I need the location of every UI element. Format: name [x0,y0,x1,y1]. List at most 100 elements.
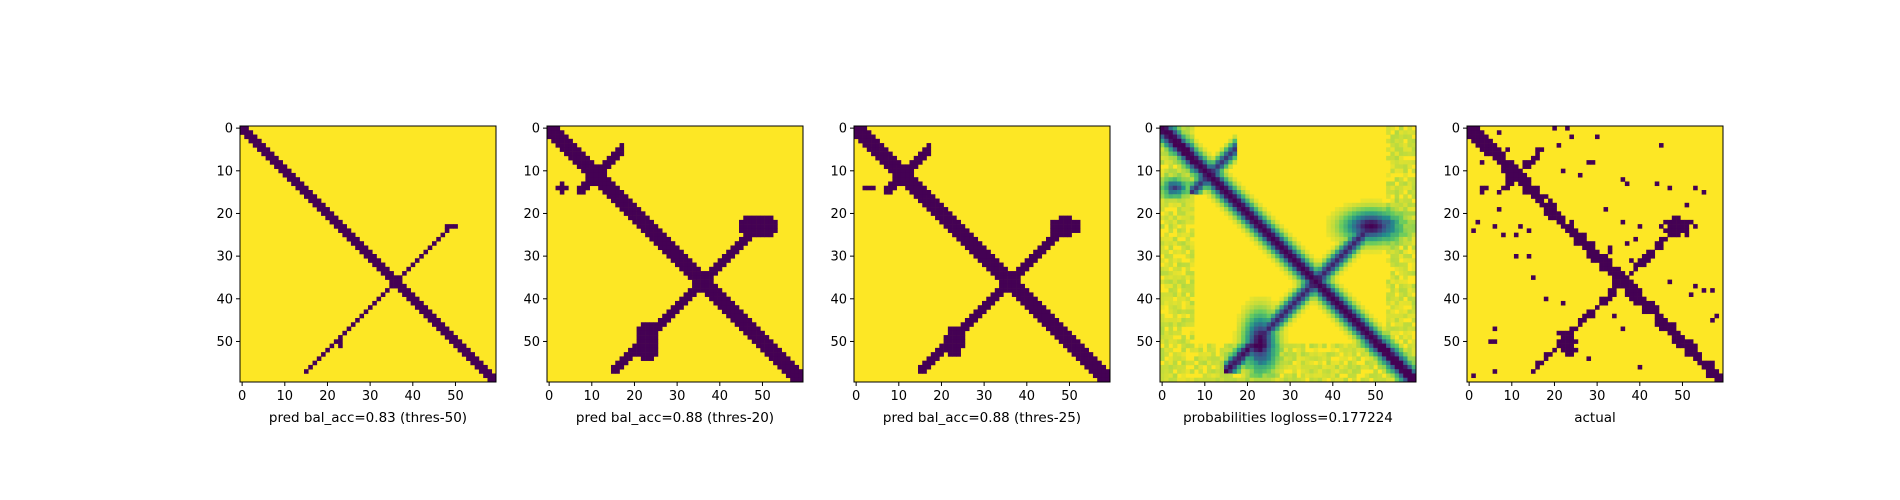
heatmap-cell [1185,207,1191,212]
heatmap-cell [1058,335,1064,340]
heatmap-cell [1394,360,1400,366]
heatmap-cell [1160,347,1165,353]
heatmap-cell [1543,211,1549,216]
heatmap-cell [1676,232,1681,238]
heatmap-cell [1334,360,1340,366]
heatmap-cell [696,288,701,293]
heatmap-cell [1215,373,1221,379]
heatmap-cell [1160,143,1165,148]
heatmap-cell [1475,143,1481,148]
heatmap-cell [922,147,927,152]
heatmap-cell [1317,296,1323,302]
x-tick-label: 40 [1019,389,1036,404]
heatmap-cells [854,126,1111,383]
heatmap-cell [1398,300,1404,306]
heatmap-cell [734,305,740,310]
heatmap-cell [1275,360,1280,366]
heatmap-cell [1629,296,1634,302]
heatmap-cell [956,339,961,344]
heatmap-cell [615,198,620,204]
heatmap-cell [649,335,654,340]
heatmap-cell [1241,352,1246,357]
heatmap-cell [1641,262,1647,268]
heatmap-cell [1582,232,1587,238]
heatmap-cell [1313,369,1319,374]
heatmap-cell [1688,343,1694,349]
heatmap-cell [1492,326,1498,332]
heatmap-cell [730,254,736,259]
heatmap-cell [1279,330,1285,336]
heatmap-cell [1326,228,1331,233]
heatmap-cell [1258,215,1263,221]
heatmap-cell [1398,228,1404,233]
heatmap-cell [1084,360,1089,366]
heatmap-cell [423,305,429,310]
heatmap-cell [704,283,710,289]
heatmap-cell [1411,202,1417,208]
heatmap-cell [1535,360,1540,366]
heatmap-cell [363,245,369,251]
heatmap-cell [649,322,654,327]
heatmap-cell [1219,147,1225,152]
heatmap-cell [1607,262,1613,268]
heatmap-cell [1659,322,1664,327]
heatmap-cell [1275,258,1280,263]
x-tick-label: 50 [1367,389,1384,404]
heatmap-cell [1334,279,1340,285]
heatmap-cell [1411,130,1417,135]
heatmap-cell [935,211,940,216]
heatmap-cell [1046,309,1051,315]
heatmap-cell [329,211,335,216]
heatmap-cell [1403,283,1408,289]
heatmap-cell [419,300,424,306]
heatmap-cell [1595,254,1600,259]
heatmap-cell [1168,151,1174,157]
heatmap-cell [1607,271,1613,276]
heatmap-cell [1185,262,1191,268]
heatmap-cell [432,241,437,246]
heatmap-cell [470,360,475,366]
heatmap-cell [726,313,731,319]
heatmap-cell [1360,232,1366,238]
heatmap-cell [1509,181,1515,187]
heatmap-cell [423,313,429,319]
heatmap-cell [1343,356,1349,361]
heatmap-cell [282,164,288,169]
heatmap-cell [1352,258,1357,263]
heatmap-cell [1270,300,1276,306]
heatmap-cell [1279,326,1285,332]
heatmap-cell [1339,219,1344,225]
heatmap-cell [1565,330,1570,336]
heatmap-cell [1181,347,1186,353]
heatmap-cell [1381,364,1387,370]
heatmap-cell [1228,369,1233,374]
heatmap-cell [892,164,897,169]
heatmap-cell [1232,134,1238,140]
heatmap-cell [1322,258,1327,263]
heatmap-cell [1288,313,1293,319]
heatmap-cell [1394,326,1400,332]
heatmap-cell [1590,249,1596,255]
heatmap-cell [1339,356,1344,361]
heatmap-cell [632,347,637,353]
heatmap-cell [1189,262,1195,268]
heatmap-cell [1565,339,1570,344]
heatmap-cell [611,198,616,204]
heatmap-cell [321,352,326,357]
heatmap-cell [892,181,897,187]
heatmap-cell [730,245,736,251]
heatmap-cell [1189,279,1195,285]
heatmap-cell [1390,151,1395,157]
heatmap-cell [645,228,650,233]
heatmap-cell [1185,190,1191,195]
heatmap-cell [1236,211,1242,216]
heatmap-cell [1020,300,1025,306]
heatmap-cell [947,224,953,229]
axes-frame [239,125,497,383]
heatmap-cell [1403,202,1408,208]
heatmap-cell [657,326,663,332]
heatmap-cell [1390,356,1395,361]
heatmap-cell [593,168,599,174]
y-tick-label: 10 [1443,164,1460,179]
heatmap-cell [623,352,629,357]
